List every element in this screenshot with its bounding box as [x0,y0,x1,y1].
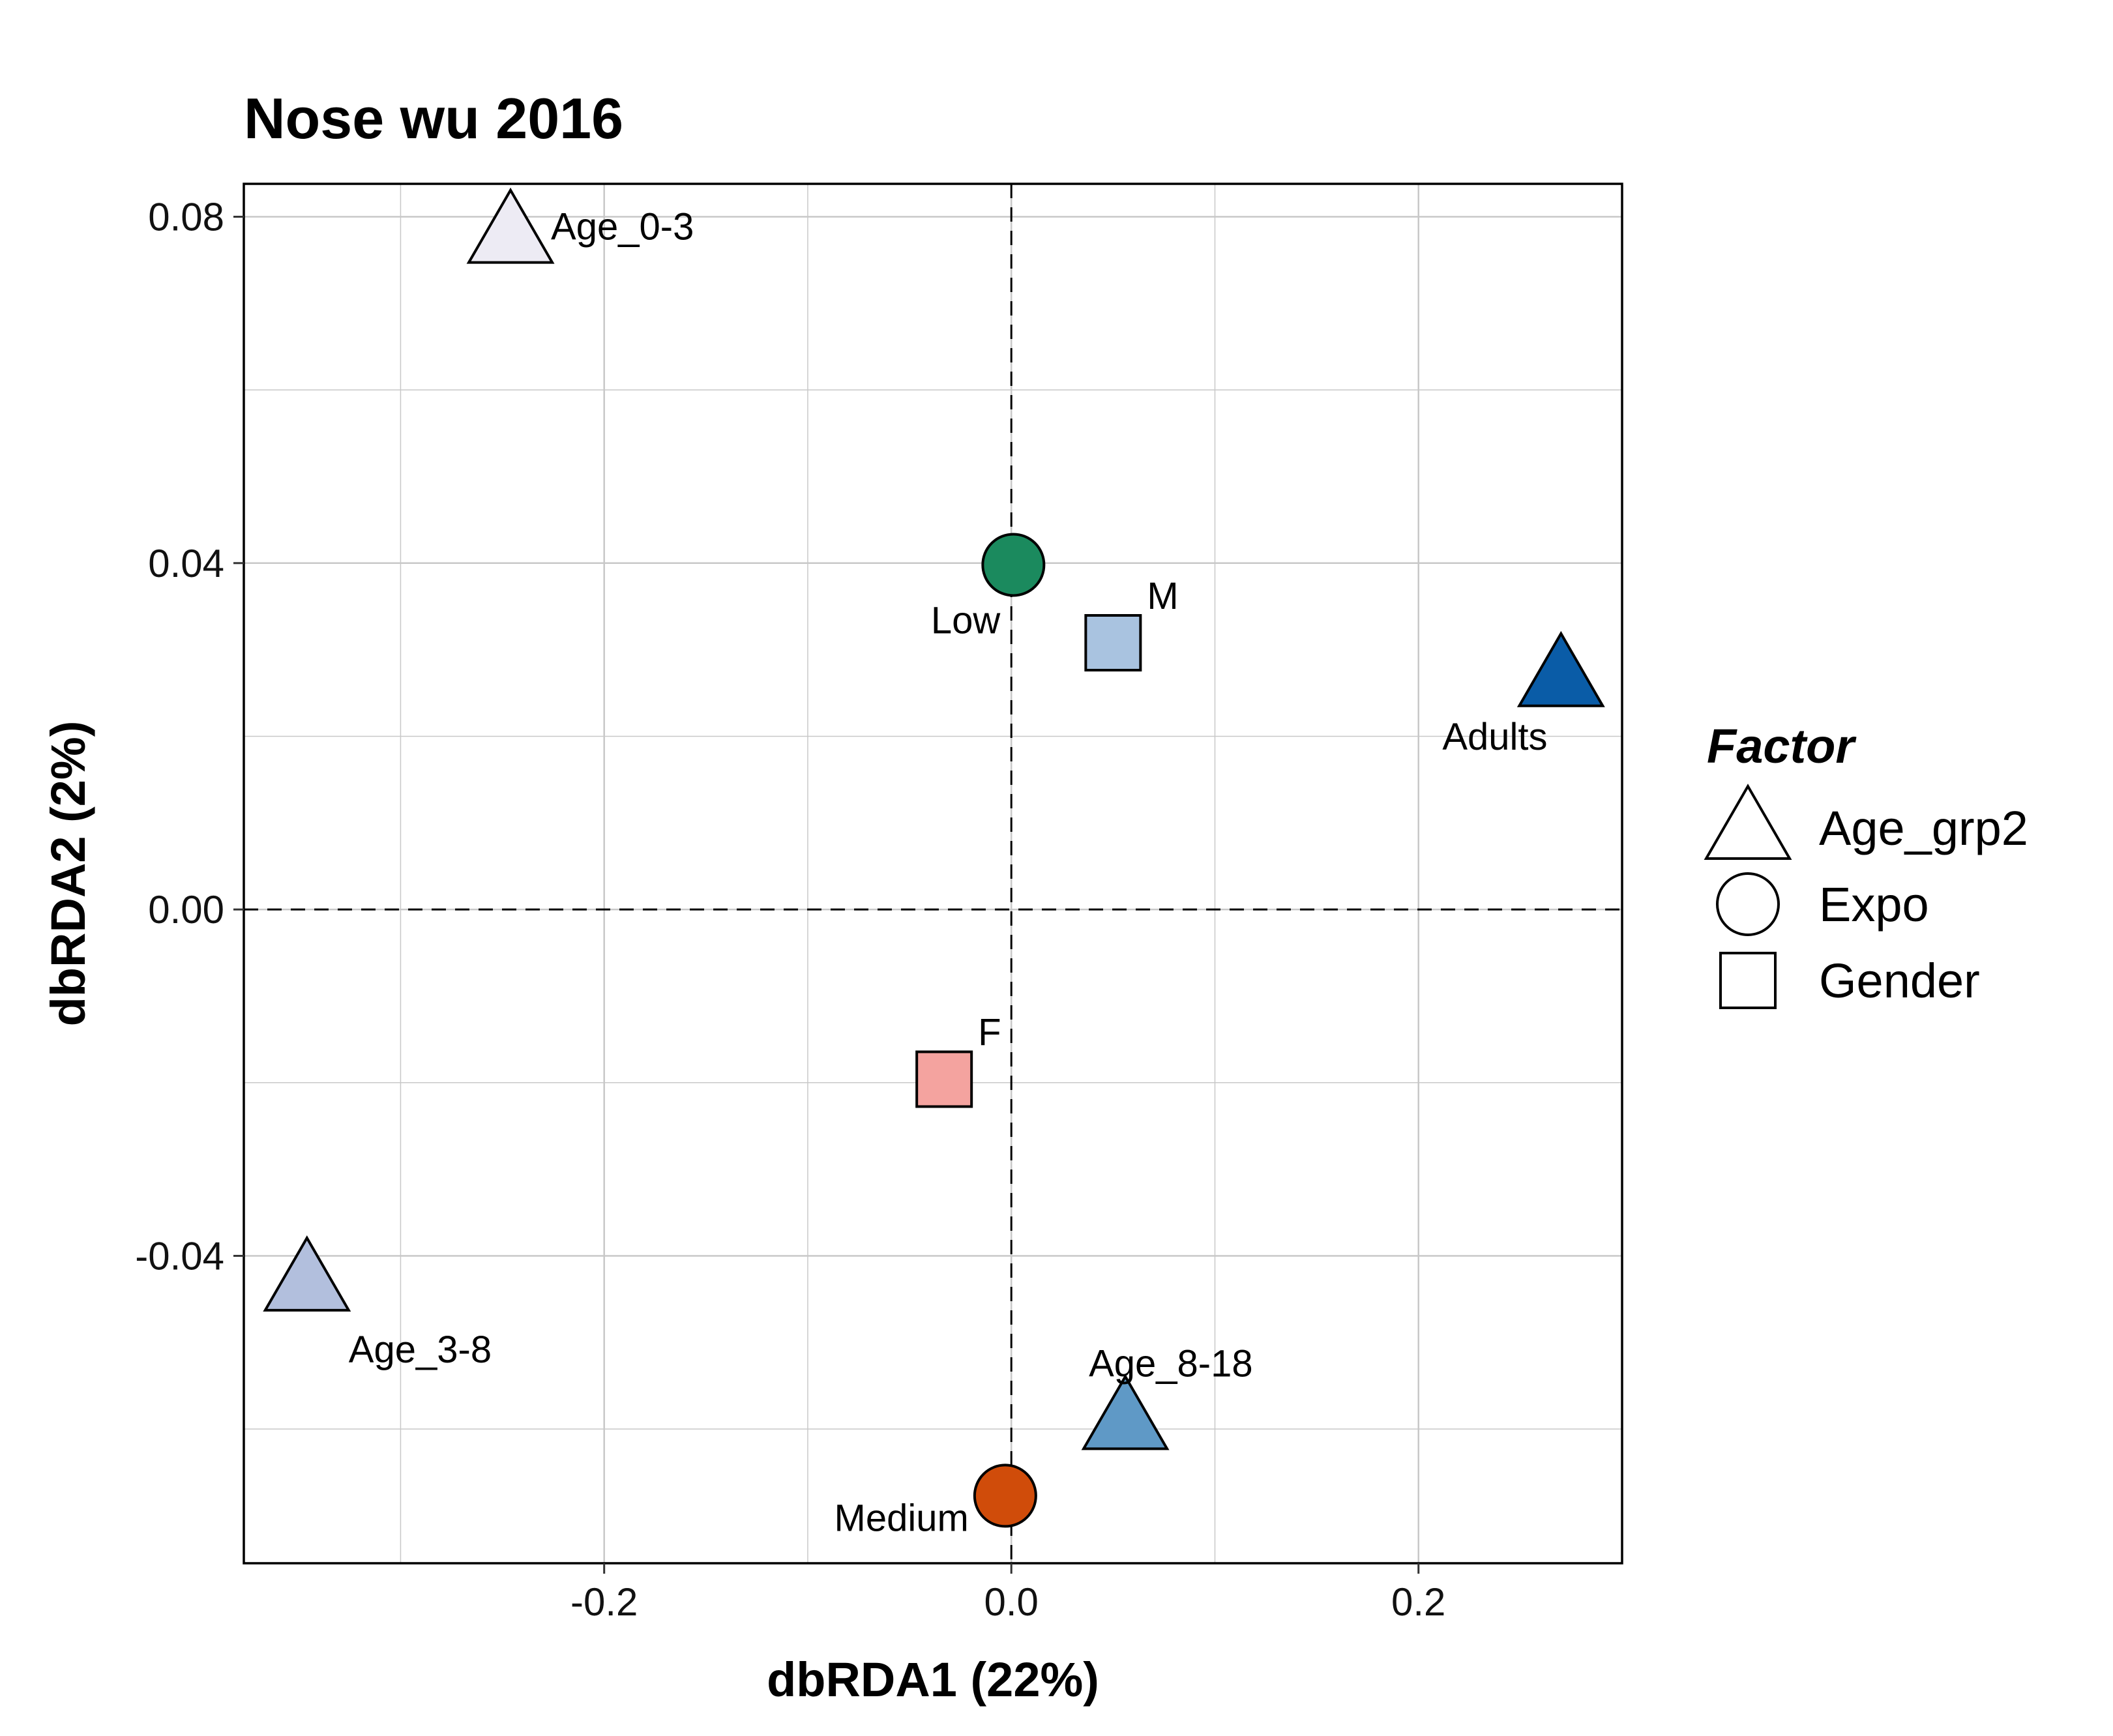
point-label-m: M [1147,575,1178,617]
point-age-0-3 [466,187,555,264]
legend: Factor Age_grp2 Expo Gender [1704,719,2028,1009]
legend-triangle-icon [1704,784,1792,860]
point-labels: Age_0-3 Age_3-8 Age_8-18 Adults Low Medium M F [349,206,1548,1540]
plot-panel-border [243,183,1623,1565]
point-age-8-18 [1081,1374,1170,1450]
x-tick-label: -0.2 [570,1580,638,1624]
point-f [915,1050,973,1108]
y-tick-label: 0.00 [148,888,224,932]
legend-label: Age_grp2 [1819,801,2028,855]
point-m [1084,614,1142,672]
point-adults [1516,630,1605,707]
legend-entry-age-grp2: Age_grp2 [1704,784,2028,860]
legend-label: Gender [1819,954,1980,1008]
reference-lines [244,184,1622,1563]
point-age-3-8 [263,1235,351,1312]
x-tick-label: 0.2 [1391,1580,1445,1624]
gridlines [244,184,1622,1563]
y-axis-title: dbRDA2 (2%) [41,721,95,1027]
point-label-age-0-3: Age_0-3 [551,206,694,248]
legend-title: Factor [1707,719,1857,773]
point-label-low: Low [931,599,1001,641]
point-label-age-3-8: Age_3-8 [349,1329,492,1371]
y-tick-label: 0.04 [148,542,224,585]
point-medium [973,1464,1037,1528]
data-points [263,187,1605,1528]
y-tick-label: 0.08 [148,195,224,239]
x-axis-title: dbRDA1 (22%) [767,1653,1099,1707]
legend-circle-icon [1716,872,1780,936]
point-label-adults: Adults [1442,716,1547,758]
x-tick-label: 0.0 [984,1580,1039,1624]
point-label-age-8-18: Age_8-18 [1089,1342,1253,1385]
legend-entry-expo: Expo [1716,872,1929,936]
y-tick-label: -0.04 [135,1234,224,1278]
point-low [981,533,1046,597]
axis-ticks: -0.2 0.0 0.2 -0.04 0.00 0.04 0.08 [135,195,1445,1624]
chart-title: Nose wu 2016 [244,86,623,151]
legend-entries: Age_grp2 Expo Gender [1704,784,2028,1009]
legend-label: Expo [1819,877,1929,932]
legend-entry-gender: Gender [1719,952,1980,1009]
point-label-medium: Medium [835,1497,969,1539]
legend-square-icon [1719,952,1777,1009]
point-label-f: F [978,1011,1001,1053]
